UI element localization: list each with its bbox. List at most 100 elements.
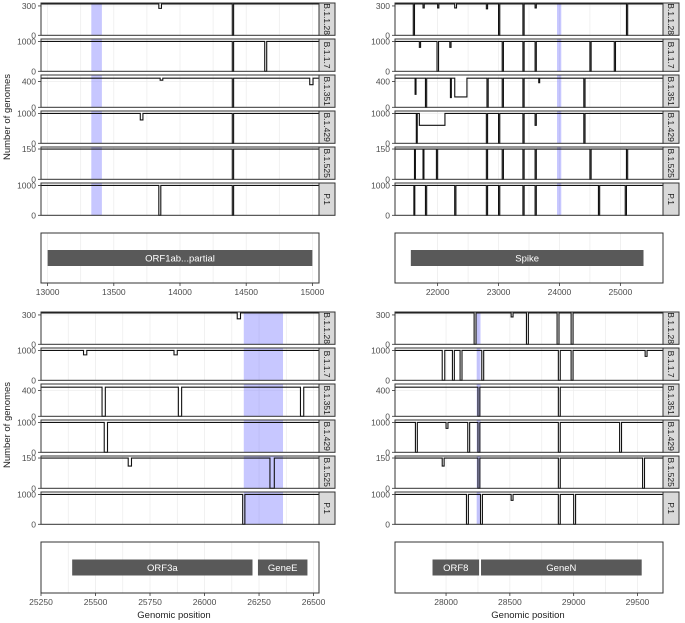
y-tick-label: 400: [22, 77, 36, 87]
strip-label-B.1.351: B.1.351: [322, 76, 332, 106]
y-tick-label: 0: [31, 520, 36, 530]
facet-strip: [662, 419, 680, 453]
gene-track-border: [394, 541, 664, 594]
highlight-band: [557, 39, 562, 72]
x-tick-label: 22000: [426, 287, 450, 297]
facet-background: [41, 420, 319, 453]
y-tick-label: 1000: [17, 490, 36, 500]
strip-label-B.1.525: B.1.525: [322, 457, 332, 487]
coverage-line-P.1: [395, 493, 663, 525]
facet-row: 0 400 B.1.351: [376, 383, 680, 422]
gene-label-ORF8: ORF8: [443, 563, 468, 574]
strip-label-B.1.525: B.1.525: [322, 148, 332, 178]
y-tick-label: 150: [376, 453, 390, 463]
strip-label-P.1: P.1: [322, 502, 332, 514]
y-tick-label: 400: [22, 386, 36, 396]
facet-strip: [318, 182, 336, 216]
gene-track-border: [394, 232, 664, 284]
facet-strip: [662, 455, 680, 489]
y-tick-label: 1000: [371, 490, 390, 500]
facet-strip: [318, 419, 336, 453]
coverage-line-B.1.1.7: [41, 40, 319, 72]
y-tick-label: 1000: [371, 37, 390, 47]
highlight-band: [557, 75, 562, 108]
facet-background: [395, 348, 663, 381]
facet-row: 0 1000 P.1: [17, 490, 336, 530]
y-tick-label: 0: [31, 412, 36, 422]
gene-ORF8: [432, 559, 480, 576]
y-tick-label: 0: [31, 376, 36, 386]
y-tick-label: 1000: [17, 109, 36, 119]
x-tick-label: 25750: [138, 597, 162, 607]
gene-ORF1ab...partial: [47, 250, 313, 266]
x-tick-label: 25500: [84, 597, 108, 607]
facet-row: 0 1000 P.1: [371, 181, 680, 221]
x-axis-label-left: Genomic position: [137, 610, 210, 621]
x-tick-label: 26500: [302, 597, 326, 607]
facet-background: [395, 456, 663, 489]
gene-GeneE: [257, 559, 308, 576]
facet-background: [395, 420, 663, 453]
strip-label-B.1.1.28: B.1.1.28: [322, 3, 332, 35]
gene-Spike: [410, 250, 644, 266]
highlight-band: [557, 183, 562, 216]
strip-label-B.1.429: B.1.429: [322, 421, 332, 451]
x-tick-label: 23000: [487, 287, 511, 297]
facet-row: 0 1000 B.1.1.7: [17, 346, 336, 386]
strip-label-B.1.1.7: B.1.1.7: [666, 351, 676, 378]
facet-strip: [318, 455, 336, 489]
facet-row: 0 1000 B.1.1.7: [371, 346, 680, 386]
y-tick-label: 0: [31, 103, 36, 113]
y-tick-label: 0: [385, 67, 390, 77]
y-tick-label: 400: [376, 386, 390, 396]
highlight-band: [476, 312, 481, 345]
highlight-band: [476, 492, 481, 525]
coverage-line-B.1.1.28: [41, 3, 319, 36]
facet-strip: [318, 146, 336, 180]
y-tick-label: 1000: [371, 181, 390, 191]
coverage-line-B.1.1.28: [41, 312, 319, 320]
highlight-band: [557, 3, 562, 36]
facet-background: [41, 492, 319, 525]
facet-strip: [318, 311, 336, 345]
y-tick-label: 0: [31, 484, 36, 494]
x-tick-label: 28500: [498, 597, 522, 607]
facet-row: 0 300 B.1.1.28: [22, 1, 336, 41]
facet-row: 0 300 B.1.1.28: [376, 1, 680, 41]
facet-row: 0 300 B.1.1.28: [22, 310, 336, 350]
y-tick-label: 0: [385, 376, 390, 386]
highlight-band: [243, 492, 284, 525]
strip-label-B.1.1.7: B.1.1.7: [666, 42, 676, 69]
highlight-band: [557, 147, 562, 180]
highlight-band: [476, 384, 481, 417]
facet-strip: [662, 383, 680, 417]
y-tick-label: 0: [385, 175, 390, 185]
y-tick-label: 1000: [17, 181, 36, 191]
x-tick-label: 28000: [434, 597, 458, 607]
highlight-band: [243, 420, 284, 453]
y-tick-label: 300: [22, 310, 36, 320]
facet-row: 0 300 B.1.1.28: [376, 310, 680, 350]
x-tick-label: 25000: [609, 287, 633, 297]
strip-label-P.1: P.1: [666, 502, 676, 514]
facet-strip: [662, 311, 680, 345]
y-tick-label: 0: [31, 139, 36, 149]
facet-strip: [662, 347, 680, 381]
facet-row: 0 150 B.1.525: [22, 453, 336, 494]
y-tick-label: 0: [31, 31, 36, 41]
facet-row: 0 400 B.1.351: [376, 74, 680, 113]
x-tick-label: 26250: [247, 597, 271, 607]
coverage-line-B.1.1.7: [395, 40, 663, 72]
facet-strip: [318, 38, 336, 72]
coverage-line-B.1.525: [41, 457, 319, 489]
highlight-band: [91, 183, 102, 216]
y-tick-label: 300: [376, 1, 390, 11]
highlight-band: [476, 420, 481, 453]
facet-background: [41, 312, 319, 345]
facet-strip: [662, 491, 680, 525]
coverage-line-B.1.429: [41, 112, 319, 144]
y-tick-label: 300: [376, 310, 390, 320]
